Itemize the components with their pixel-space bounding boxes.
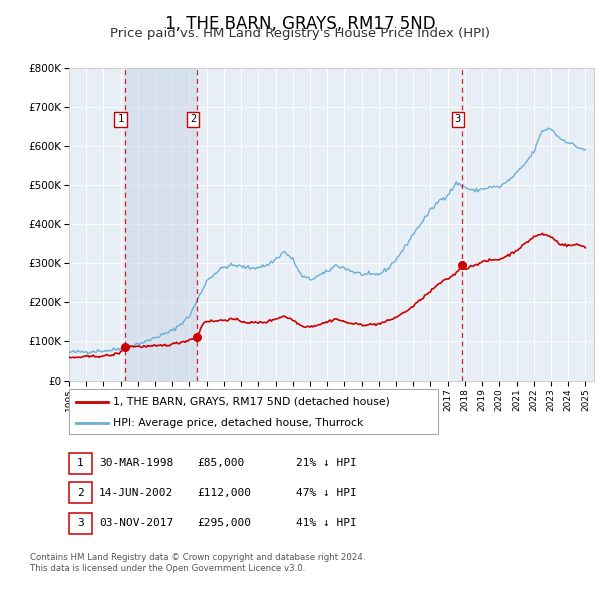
Text: 03-NOV-2017: 03-NOV-2017	[99, 519, 173, 528]
Bar	[125, 68, 197, 381]
Text: 1: 1	[118, 114, 124, 124]
Text: 30-MAR-1998: 30-MAR-1998	[99, 458, 173, 468]
Text: 3: 3	[77, 519, 84, 528]
Text: 47% ↓ HPI: 47% ↓ HPI	[296, 488, 356, 497]
Text: 14-JUN-2002: 14-JUN-2002	[99, 488, 173, 497]
Text: £295,000: £295,000	[197, 519, 251, 528]
Text: Contains HM Land Registry data © Crown copyright and database right 2024.
This d: Contains HM Land Registry data © Crown c…	[30, 553, 365, 573]
Text: 2: 2	[190, 114, 196, 124]
Text: 1, THE BARN, GRAYS, RM17 5ND: 1, THE BARN, GRAYS, RM17 5ND	[164, 15, 436, 33]
Text: 21% ↓ HPI: 21% ↓ HPI	[296, 458, 356, 468]
Text: 1: 1	[77, 458, 84, 468]
Text: £112,000: £112,000	[197, 488, 251, 497]
Text: Price paid vs. HM Land Registry's House Price Index (HPI): Price paid vs. HM Land Registry's House …	[110, 27, 490, 40]
Text: £85,000: £85,000	[197, 458, 244, 468]
Text: 2: 2	[77, 488, 84, 497]
Text: HPI: Average price, detached house, Thurrock: HPI: Average price, detached house, Thur…	[113, 418, 363, 428]
Text: 1, THE BARN, GRAYS, RM17 5ND (detached house): 1, THE BARN, GRAYS, RM17 5ND (detached h…	[113, 397, 389, 407]
Text: 3: 3	[455, 114, 461, 124]
Text: 41% ↓ HPI: 41% ↓ HPI	[296, 519, 356, 528]
